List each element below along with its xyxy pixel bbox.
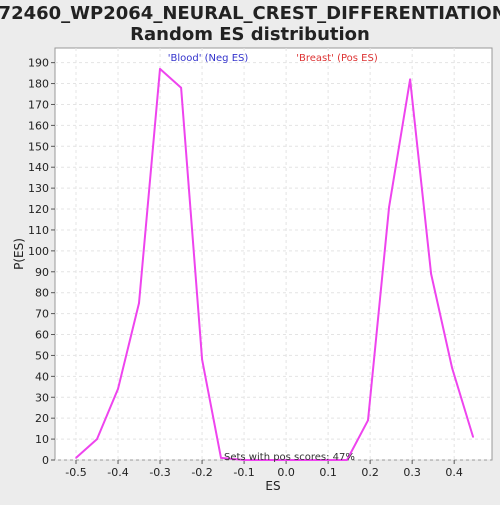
data-point (367, 419, 369, 422)
series-line (75, 67, 475, 461)
y-tick-label: 40 (35, 370, 49, 383)
x-tick-label: -0.1 (233, 466, 254, 479)
y-tick-label: 160 (28, 119, 49, 132)
y-tick-label: 190 (28, 57, 49, 70)
data-point (75, 457, 77, 459)
y-axis-label: P(ES) (12, 238, 26, 270)
y-tick-label: 170 (28, 98, 49, 111)
axes-layer: 0 10 20 30 40 50 60 70 80 90 100 110 120 130 140 150 160… (28, 57, 463, 479)
data-point (285, 459, 287, 461)
x-tick-label: 0.1 (319, 466, 337, 479)
data-point (388, 206, 390, 208)
data-point (117, 388, 119, 390)
data-point (96, 438, 98, 440)
data-point (220, 457, 222, 459)
y-tick-label: 50 (35, 349, 49, 362)
x-tick-label: 0.4 (445, 466, 463, 479)
y-tick-label: 130 (28, 182, 49, 195)
pos-scores-annotation: Sets with pos scores: 47% (224, 452, 355, 463)
legend-pos-label: 'Breast' (Pos ES) (296, 53, 378, 64)
x-tick-label: -0.2 (191, 466, 212, 479)
grid-layer (55, 48, 492, 461)
data-point (201, 358, 203, 361)
x-tick-label: -0.3 (149, 466, 170, 479)
plot-area (54, 47, 493, 461)
y-tick-label: 10 (35, 433, 49, 446)
x-tick-label: -0.5 (65, 466, 86, 479)
y-tick-label: 60 (35, 329, 49, 342)
data-point (327, 459, 329, 461)
data-point (472, 436, 474, 438)
chart-subtitle: Random ES distribution (130, 24, 370, 45)
data-point (243, 459, 245, 461)
x-tick-label: 0.0 (277, 466, 295, 479)
y-tick-label: 100 (28, 245, 49, 258)
data-point (306, 459, 308, 461)
data-point (409, 78, 411, 81)
x-tick-label: 0.3 (403, 466, 421, 479)
data-point (159, 68, 161, 70)
legend-neg-label: 'Blood' (Neg ES) (168, 53, 249, 64)
y-tick-label: 30 (35, 391, 49, 404)
x-axis-label: ES (265, 479, 280, 493)
data-point (138, 302, 140, 304)
data-point (180, 86, 182, 89)
x-tick-label: 0.2 (361, 466, 379, 479)
y-tick-label: 150 (28, 140, 49, 153)
y-tick-label: 110 (28, 224, 49, 237)
series-layer (75, 67, 475, 461)
y-tick-label: 0 (42, 454, 49, 467)
data-point (430, 273, 432, 275)
data-point (451, 367, 453, 369)
y-tick-label: 90 (35, 266, 49, 279)
y-tick-label: 140 (28, 161, 49, 174)
y-tick-label: 180 (28, 78, 49, 91)
y-tick-label: 120 (28, 203, 49, 216)
x-tick-label: -0.4 (107, 466, 128, 479)
y-tick-label: 80 (35, 287, 49, 300)
y-tick-label: 70 (35, 308, 49, 321)
data-point (264, 459, 266, 461)
data-point (346, 459, 348, 461)
y-tick-label: 20 (35, 412, 49, 425)
chart-title: 672460_WP2064_NEURAL_CREST_DIFFERENTIATI… (0, 3, 500, 24)
